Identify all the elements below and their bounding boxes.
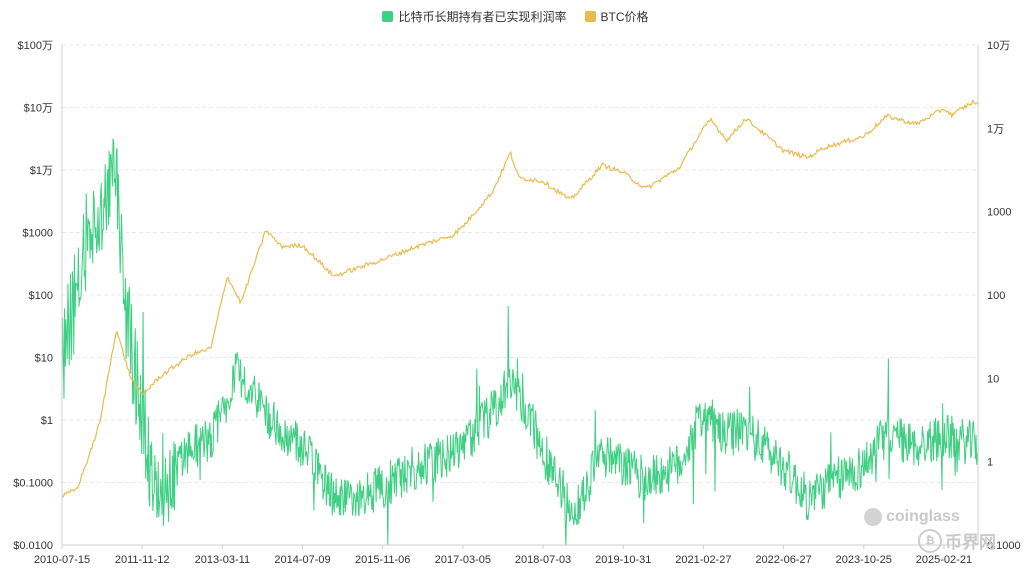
y-left-tick-label: $1000: [22, 228, 53, 240]
x-tick-label: 2018-07-03: [515, 554, 571, 566]
bijie-logo-icon: ₿: [918, 528, 942, 553]
legend-swatch-price: [584, 11, 596, 22]
y-right-tick-label: 1: [987, 457, 993, 469]
y-left-tick-label: $0.0100: [13, 540, 53, 552]
legend-item-price[interactable]: BTC价格: [584, 8, 649, 25]
x-tick-label: 2019-10-31: [595, 554, 651, 566]
axes: $0.0100 $0.1000 $1 $10 $100 $1000 $1万 $10万 $100万…: [13, 40, 1020, 566]
y-right-tick-label: 10: [987, 373, 999, 385]
y-left-tick-label: $10万: [24, 103, 53, 115]
x-tick-label: 2025-02-21: [916, 554, 972, 566]
bijie-watermark: ₿ 币界网: [918, 528, 996, 553]
series-line-profit: [61, 138, 979, 546]
y-left-tick-label: $10: [35, 353, 53, 365]
legend-swatch-profit: [382, 11, 394, 22]
y-left-tick-label: $100万: [18, 40, 53, 52]
x-tick-label: 2013-03-11: [195, 554, 250, 566]
x-tick-label: 2023-10-25: [836, 554, 892, 566]
y-right-tick-label: 1000: [987, 207, 1011, 219]
x-tick-label: 2010-07-15: [34, 554, 90, 566]
x-tick-label: 2015-11-06: [355, 554, 410, 566]
x-tick-label: 2022-06-27: [755, 554, 811, 566]
coinglass-logo-icon: [864, 508, 882, 526]
y-left-tick-label: $0.1000: [13, 478, 53, 490]
series-layer: [61, 99, 979, 546]
coinglass-watermark-text: coinglass: [886, 508, 960, 525]
y-right-tick-label: 10万: [987, 40, 1010, 52]
y-right-tick-label: 1万: [987, 123, 1004, 135]
coinglass-watermark: coinglass: [864, 508, 960, 526]
y-right-tick-label: 0.1000: [987, 540, 1021, 552]
bijie-watermark-text: 币界网: [945, 533, 996, 552]
y-right-tick-label: 100: [987, 290, 1005, 302]
x-tick-label: 2011-11-12: [115, 554, 170, 566]
y-left-tick-label: $1: [41, 415, 53, 427]
x-tick-label: 2014-07-09: [274, 554, 330, 566]
y-left-tick-label: $100: [29, 290, 53, 302]
legend-label-price: BTC价格: [600, 10, 649, 24]
legend: 比特币长期持有者已实现利润率 BTC价格: [0, 8, 1031, 25]
grid: [62, 44, 978, 546]
legend-item-profit[interactable]: 比特币长期持有者已实现利润率: [382, 8, 567, 25]
x-tick-label: 2017-03-05: [435, 554, 491, 566]
series-line-price: [61, 99, 979, 498]
y-left-tick-label: $1万: [30, 165, 53, 177]
legend-label-profit: 比特币长期持有者已实现利润率: [398, 10, 567, 24]
x-tick-label: 2021-02-27: [675, 554, 731, 566]
